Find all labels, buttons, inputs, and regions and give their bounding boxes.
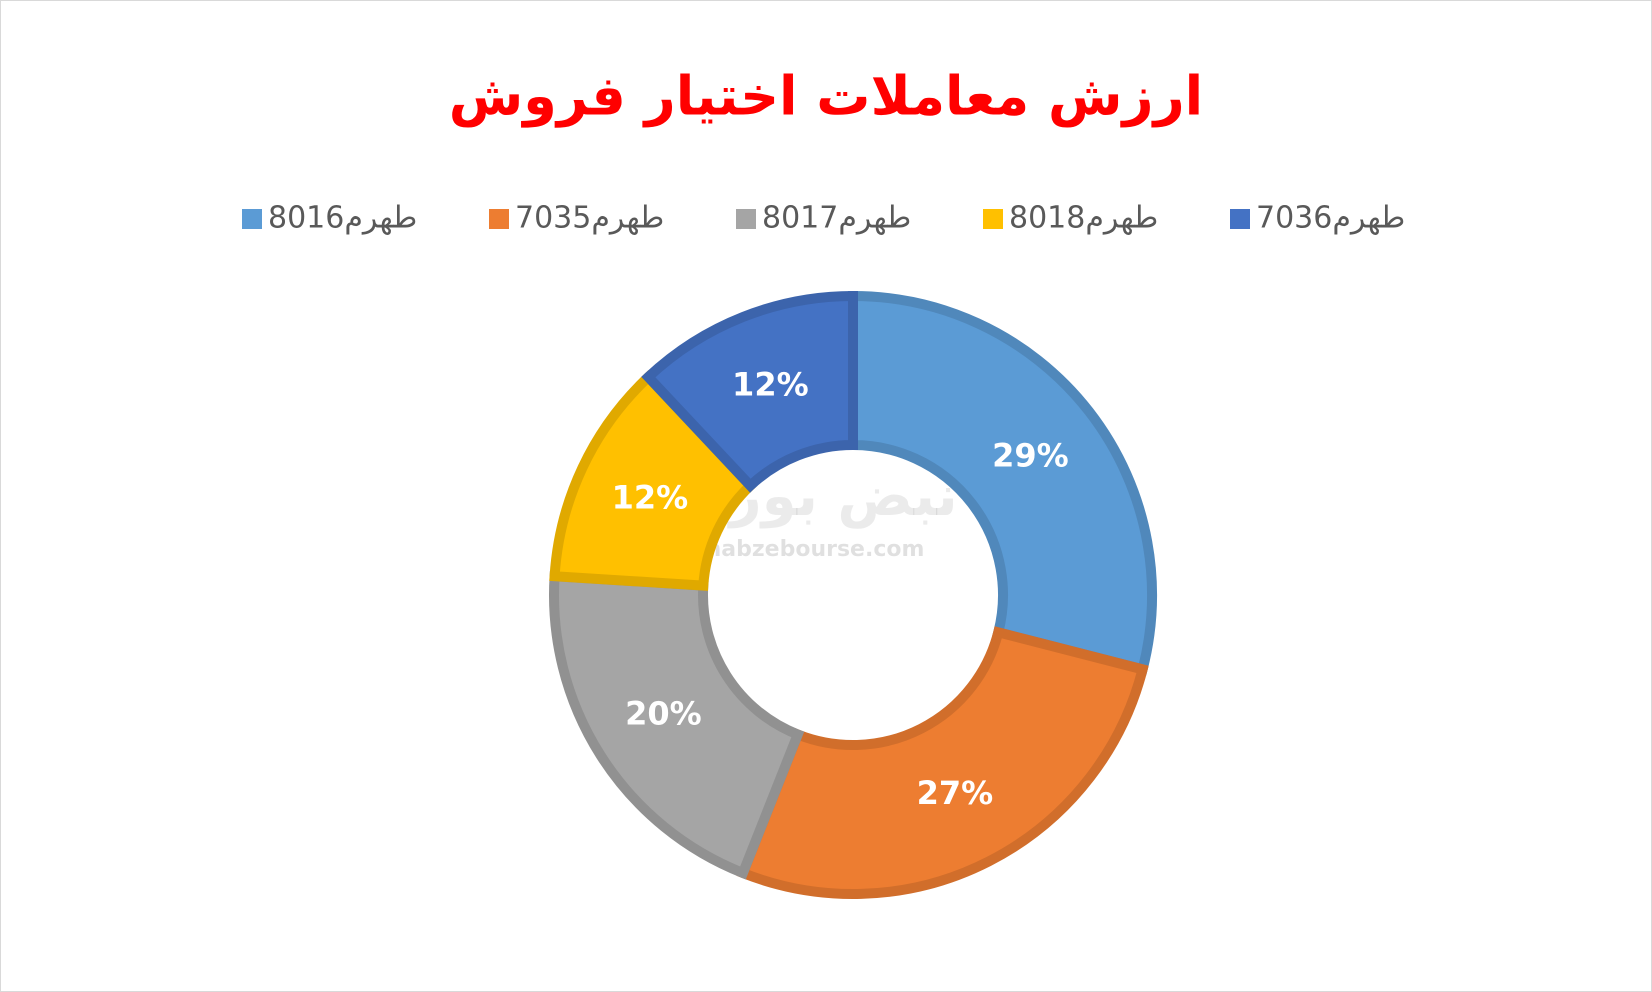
watermark-url: nabzebourse.com — [706, 537, 925, 562]
legend-swatch — [983, 209, 1003, 229]
legend-label: طهرم7035 — [515, 201, 664, 236]
legend-swatch — [736, 209, 756, 229]
legend-swatch — [489, 209, 509, 229]
data-label: 20% — [625, 694, 702, 732]
donut-slice — [848, 290, 1157, 676]
legend-label: طهرم8017 — [762, 201, 911, 236]
donut-slice — [641, 290, 858, 493]
data-label: 12% — [612, 478, 689, 516]
chart-title: ارزش معاملات اختیار فروش — [449, 65, 1203, 128]
data-label: 29% — [992, 436, 1069, 474]
legend-label: طهرم7036 — [1256, 201, 1405, 236]
data-label: 27% — [917, 774, 994, 812]
legend-swatch — [242, 209, 262, 229]
donut-slice — [736, 626, 1149, 899]
legend-label: طهرم8016 — [268, 201, 417, 236]
data-label: 12% — [732, 365, 809, 403]
legend-swatch — [1230, 209, 1250, 229]
legend-label: طهرم8018 — [1009, 201, 1158, 236]
donut-slice — [549, 570, 805, 880]
